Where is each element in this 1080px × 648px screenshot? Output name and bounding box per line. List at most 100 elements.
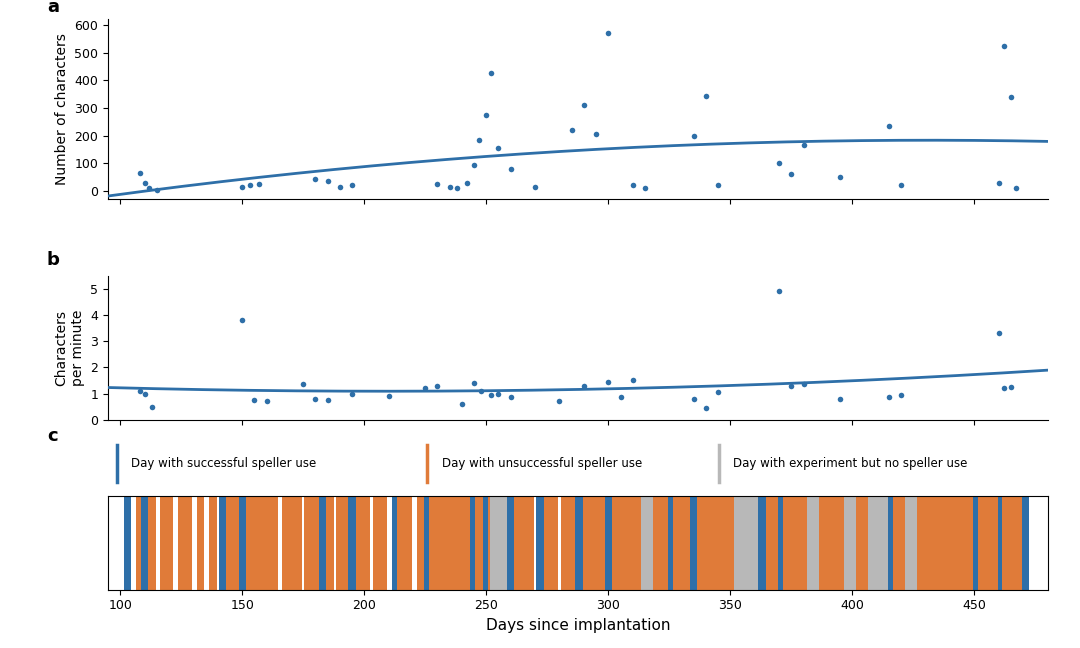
Point bbox=[502, 392, 519, 402]
Point bbox=[832, 172, 849, 182]
Point bbox=[429, 179, 446, 189]
Bar bbox=[717, 496, 725, 590]
Bar bbox=[661, 496, 669, 590]
Bar bbox=[629, 496, 636, 590]
Point bbox=[599, 28, 617, 38]
Bar bbox=[251, 496, 258, 590]
Point bbox=[343, 180, 361, 191]
Bar bbox=[954, 496, 961, 590]
Bar bbox=[295, 496, 302, 590]
Bar bbox=[343, 496, 351, 590]
Bar bbox=[729, 496, 737, 590]
Bar bbox=[336, 496, 343, 590]
Bar bbox=[355, 496, 363, 590]
Bar bbox=[741, 496, 748, 590]
Bar bbox=[913, 496, 919, 590]
Bar bbox=[710, 496, 717, 590]
Point bbox=[1008, 183, 1025, 193]
Bar bbox=[685, 496, 692, 590]
Bar bbox=[876, 496, 882, 590]
Bar bbox=[917, 496, 924, 590]
Bar bbox=[948, 496, 956, 590]
Point bbox=[490, 388, 508, 399]
Bar bbox=[814, 496, 822, 590]
Bar bbox=[843, 496, 851, 590]
Bar bbox=[283, 496, 289, 590]
Point bbox=[490, 143, 508, 154]
Point bbox=[770, 158, 787, 168]
Bar bbox=[893, 496, 900, 590]
Bar bbox=[766, 496, 773, 590]
Bar bbox=[924, 496, 932, 590]
Bar bbox=[576, 496, 583, 590]
Bar bbox=[289, 496, 297, 590]
Bar bbox=[807, 496, 814, 590]
Bar bbox=[612, 496, 619, 590]
Point bbox=[140, 183, 158, 193]
Point bbox=[710, 387, 727, 397]
Bar bbox=[839, 496, 847, 590]
Bar bbox=[978, 496, 985, 590]
Point bbox=[698, 402, 715, 413]
Point bbox=[148, 185, 165, 195]
Bar bbox=[148, 496, 156, 590]
Point bbox=[783, 380, 800, 391]
Bar bbox=[161, 496, 167, 590]
Point bbox=[295, 379, 312, 389]
Point bbox=[307, 393, 324, 404]
Point bbox=[233, 181, 251, 192]
Text: b: b bbox=[46, 251, 59, 268]
Bar bbox=[373, 496, 380, 590]
Text: c: c bbox=[46, 427, 57, 445]
Y-axis label: Characters
per minute: Characters per minute bbox=[54, 310, 84, 386]
Bar bbox=[966, 496, 973, 590]
Bar bbox=[471, 496, 477, 590]
Point bbox=[448, 183, 465, 193]
Bar bbox=[795, 496, 802, 590]
Bar bbox=[349, 496, 355, 590]
Bar bbox=[734, 496, 741, 590]
Bar bbox=[588, 496, 595, 590]
Bar bbox=[636, 496, 644, 590]
Bar bbox=[721, 496, 729, 590]
Point bbox=[380, 391, 397, 401]
Bar bbox=[791, 496, 797, 590]
Bar bbox=[258, 496, 266, 590]
Bar bbox=[448, 496, 456, 590]
Bar bbox=[537, 496, 543, 590]
Bar bbox=[856, 496, 863, 590]
Bar bbox=[210, 496, 217, 590]
Bar bbox=[595, 496, 603, 590]
Bar bbox=[617, 496, 624, 590]
Bar bbox=[500, 496, 507, 590]
Text: a: a bbox=[46, 0, 59, 16]
Bar bbox=[495, 496, 502, 590]
Bar bbox=[397, 496, 405, 590]
Point bbox=[576, 100, 593, 110]
Bar bbox=[880, 496, 888, 590]
Bar bbox=[326, 496, 334, 590]
Point bbox=[241, 180, 258, 191]
Point bbox=[551, 396, 568, 406]
Point bbox=[258, 396, 275, 406]
Bar bbox=[165, 496, 173, 590]
Bar bbox=[465, 496, 473, 590]
Point bbox=[441, 181, 458, 192]
Bar bbox=[543, 496, 551, 590]
Bar bbox=[136, 496, 144, 590]
Bar bbox=[507, 496, 514, 590]
Bar bbox=[483, 496, 490, 590]
Bar bbox=[820, 496, 826, 590]
Bar bbox=[771, 496, 778, 590]
Bar bbox=[1010, 496, 1017, 590]
Point bbox=[832, 393, 849, 404]
Point bbox=[795, 140, 812, 150]
Bar bbox=[436, 496, 444, 590]
X-axis label: Days since implantation: Days since implantation bbox=[486, 618, 670, 633]
Point bbox=[246, 395, 264, 405]
Point bbox=[995, 41, 1012, 51]
Bar bbox=[680, 496, 688, 590]
Bar bbox=[197, 496, 204, 590]
Point bbox=[892, 389, 909, 400]
Y-axis label: Number of characters: Number of characters bbox=[55, 34, 69, 185]
